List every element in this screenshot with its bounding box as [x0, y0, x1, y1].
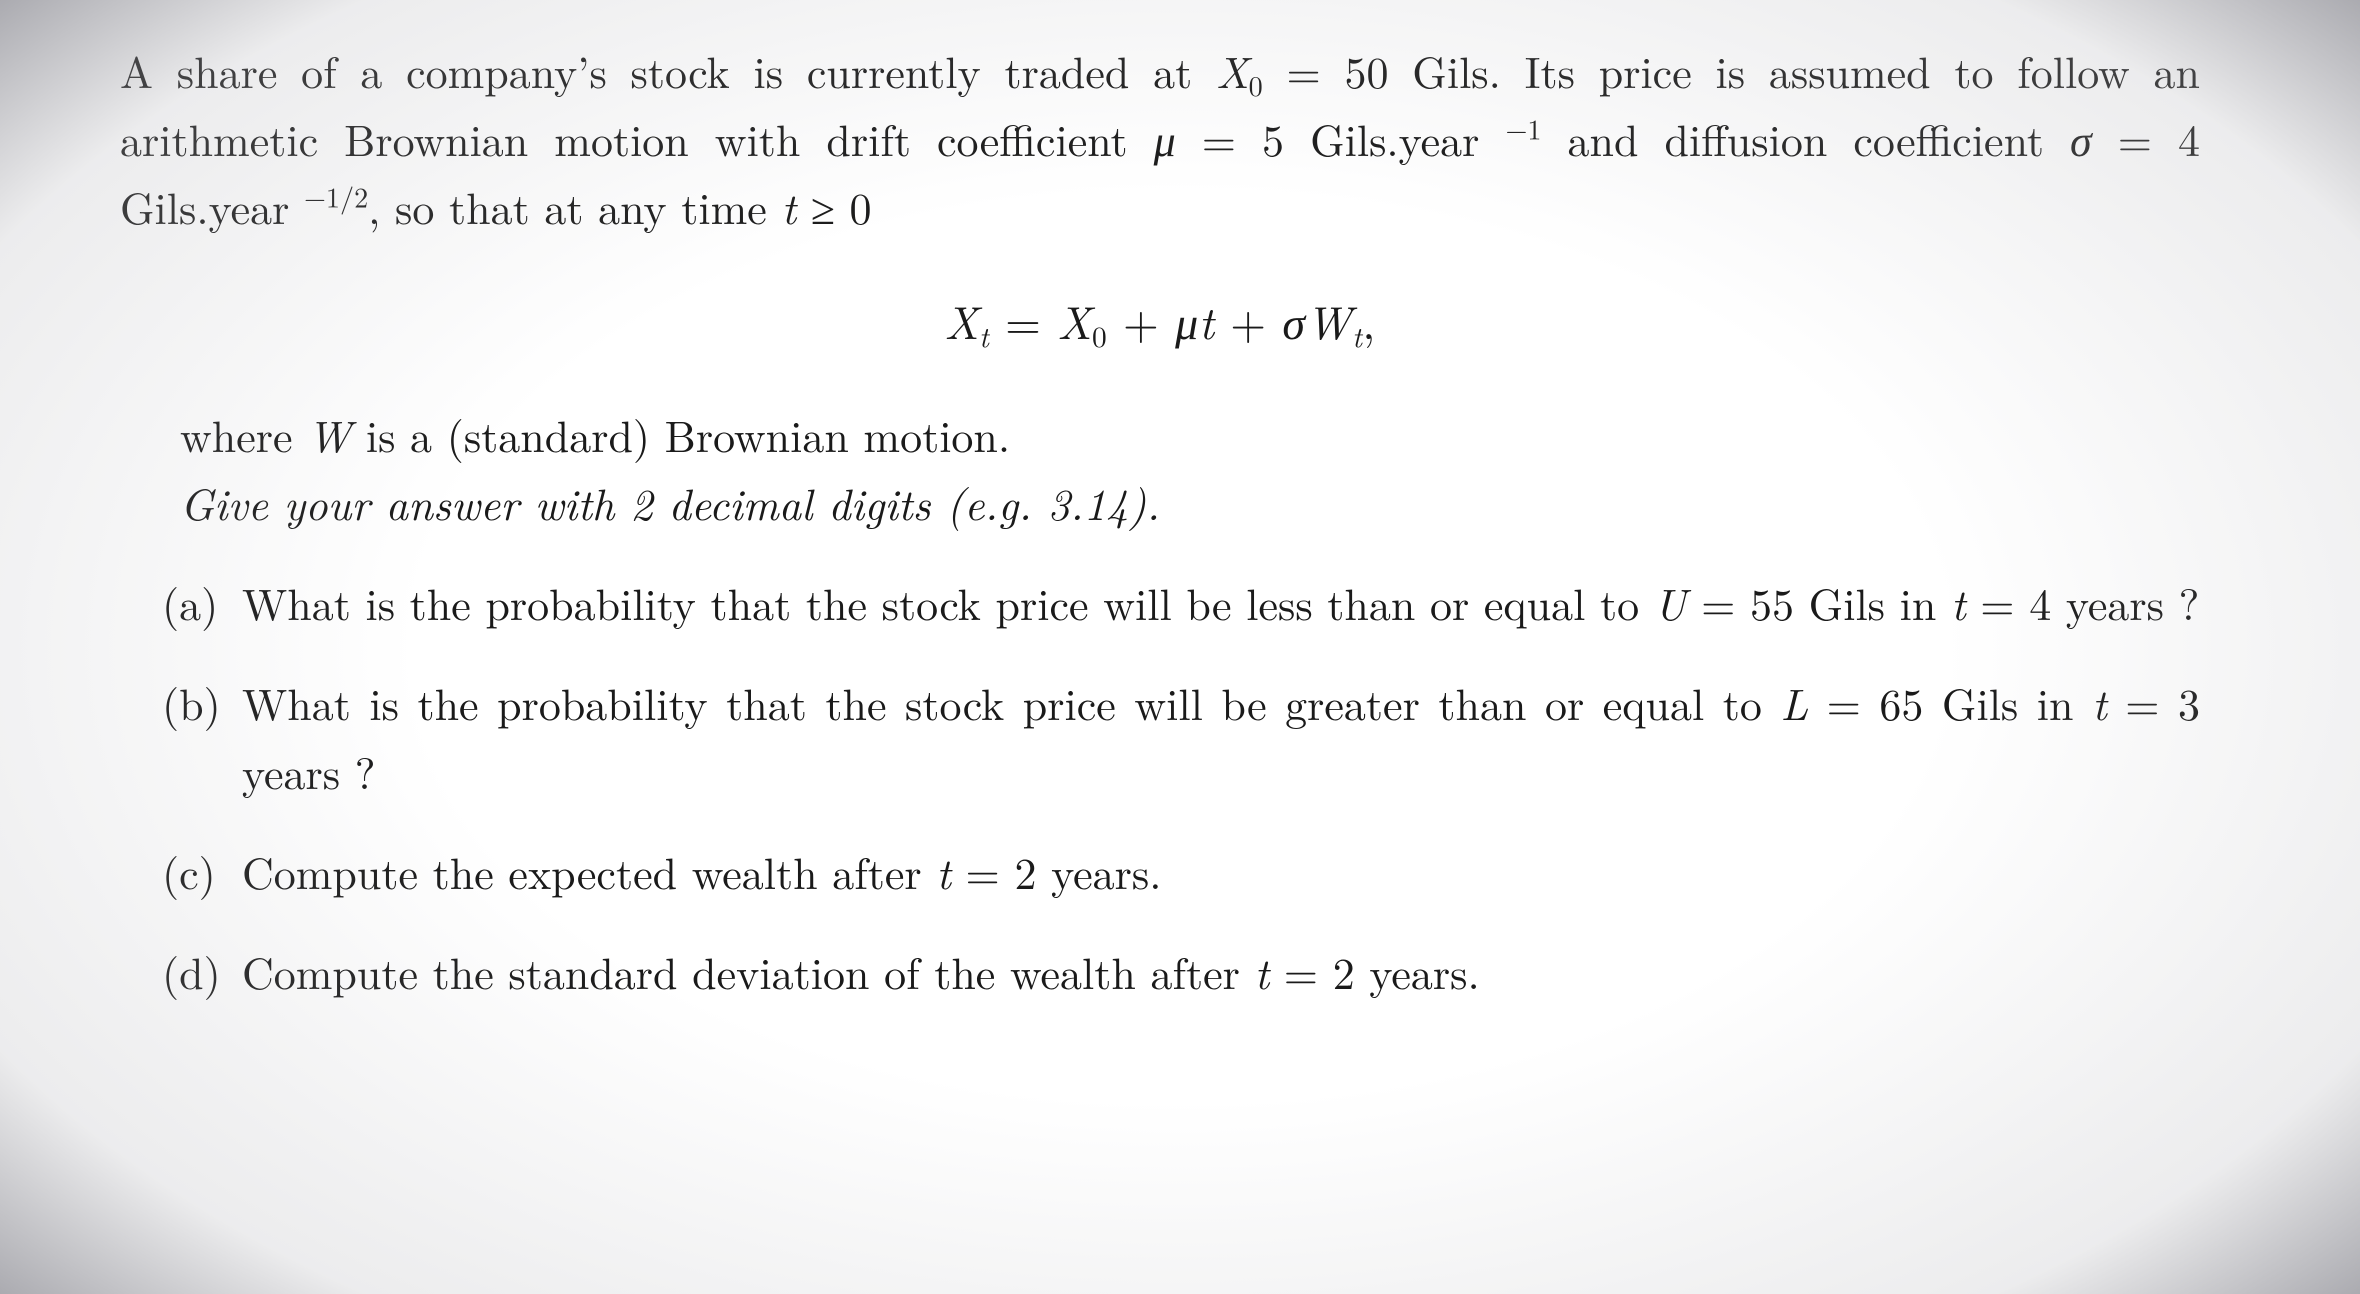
main-equation: Xt = X0 + μt + σWt,: [120, 285, 2200, 356]
val-mu: 5: [1262, 106, 1284, 169]
where-W: W: [307, 402, 351, 465]
eq-plus1: +: [1107, 288, 1175, 353]
b-teq: =: [2107, 670, 2178, 733]
part-d: (d) Compute the standard deviation of th…: [162, 937, 2200, 1005]
parts-list: (a) What is the probability that the sto…: [162, 568, 2200, 1005]
intro-paragraph: A share of a company’s stock is currentl…: [120, 36, 2200, 241]
where-pre: where: [180, 402, 307, 465]
exp-mu: −1: [1505, 109, 1541, 149]
part-a: (a) What is the probability that the sto…: [162, 568, 2200, 636]
d-teq: =: [1269, 939, 1333, 1002]
eq-mu: =: [1176, 106, 1262, 169]
a-Ueq: =: [1686, 570, 1750, 633]
a-q: ?: [2164, 570, 2199, 633]
part-c-body: Compute the expected wealth after t = 2 …: [242, 837, 2200, 905]
a-teq: =: [1966, 570, 2030, 633]
a-U: U: [1654, 570, 1687, 633]
part-b-label: (b): [162, 668, 242, 736]
part-a-body: What is the probability that the stock p…: [242, 568, 2200, 636]
d-tval: 2: [1333, 939, 1355, 1002]
b-Lunit: Gils: [1923, 670, 2018, 733]
b-Lval: 65: [1879, 670, 1923, 733]
eq-X0: X: [1057, 288, 1092, 353]
eq-W-sub: t: [1352, 314, 1362, 356]
b-Leq: =: [1808, 670, 1879, 733]
c-t: t: [936, 839, 951, 902]
d-period: .: [1467, 939, 1479, 1002]
sym-t: t: [781, 174, 796, 237]
c-tunit: years: [1036, 839, 1149, 902]
b-tunit: years: [242, 739, 340, 802]
a-t: t: [1951, 570, 1966, 633]
b-L: L: [1780, 670, 1808, 733]
zero-t: 0: [850, 174, 872, 237]
eq-plus2: +: [1214, 288, 1282, 353]
problem-text: A share of a company’s stock is currentl…: [120, 36, 2200, 1005]
eq-comma: ,: [1362, 288, 1375, 353]
answer-format-hint: Give your answer with 2 decimal digits (…: [180, 468, 2200, 536]
b-pre: What is the probability that the stock p…: [242, 670, 1780, 733]
eq-X0-sub: 0: [1092, 314, 1107, 356]
sym-X0: X: [1216, 38, 1249, 101]
val-sigma: 4: [2178, 106, 2200, 169]
eq-lhs-X: X: [944, 288, 979, 353]
where-and-hint: where W is a (standard) Brownian motion.…: [180, 400, 2200, 536]
a-Uunit: Gils: [1794, 570, 1885, 633]
part-b: (b) What is the probability that the sto…: [162, 668, 2200, 804]
c-pre: Compute the expected wealth after: [242, 839, 936, 902]
b-q: ?: [340, 739, 375, 802]
c-tval: 2: [1014, 839, 1036, 902]
d-pre: Compute the standard deviation of the we…: [242, 939, 1255, 1002]
sub-X0: 0: [1249, 65, 1263, 105]
c-teq: =: [951, 839, 1015, 902]
unit-mu: Gils.year: [1284, 106, 1505, 169]
d-t: t: [1255, 939, 1270, 1002]
a-tval: 4: [2029, 570, 2051, 633]
eq-mut: μt: [1175, 288, 1214, 353]
a-pre: What is the probability that the stock p…: [242, 570, 1654, 633]
b-tval: 3: [2178, 670, 2200, 733]
part-d-label: (d): [162, 937, 242, 1005]
where-post: is a (standard) Brownian motion.: [351, 402, 1010, 465]
d-tunit: years: [1355, 939, 1468, 1002]
sym-sigma: σ: [2070, 106, 2092, 169]
rel-t: ≥: [796, 174, 849, 237]
part-c: (c) Compute the expected wealth after t …: [162, 837, 2200, 905]
intro-text-4: , so that at any time: [368, 174, 781, 237]
val-X0: 50: [1345, 38, 1389, 101]
a-Uval: 55: [1750, 570, 1794, 633]
eq-sigma: =: [2092, 106, 2178, 169]
intro-text-3: and diffusion coefficient: [1541, 106, 2070, 169]
eq-lhs-sub: t: [979, 314, 989, 356]
eq-sigmaW: σW: [1282, 288, 1352, 353]
b-mid: in: [2018, 670, 2092, 733]
part-a-label: (a): [162, 568, 242, 636]
sym-mu: μ: [1154, 106, 1176, 169]
a-mid: in: [1885, 570, 1951, 633]
a-tunit: years: [2051, 570, 2164, 633]
part-b-body: What is the probability that the stock p…: [242, 668, 2200, 804]
unit-X0: Gils: [1389, 38, 1489, 101]
part-d-body: Compute the standard deviation of the we…: [242, 937, 2200, 1005]
eq-eq: =: [989, 288, 1057, 353]
eq-X0: =: [1263, 38, 1345, 101]
b-t: t: [2092, 670, 2107, 733]
where-line: where W is a (standard) Brownian motion.: [180, 400, 2200, 468]
part-c-label: (c): [162, 837, 242, 905]
unit-sigma: Gils.year: [120, 174, 304, 237]
exp-sigma: −1/2: [304, 177, 368, 217]
c-period: .: [1149, 839, 1161, 902]
intro-text: A share of a company’s stock is currentl…: [120, 38, 1216, 101]
